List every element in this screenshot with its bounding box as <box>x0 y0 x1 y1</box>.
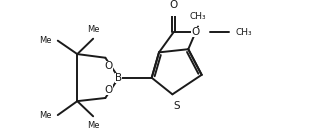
Text: O: O <box>191 27 200 37</box>
Text: Me: Me <box>39 110 52 120</box>
Text: Me: Me <box>87 25 100 34</box>
Text: S: S <box>174 101 180 111</box>
Text: B: B <box>115 73 122 83</box>
Text: O: O <box>169 0 178 10</box>
Text: O: O <box>105 61 113 71</box>
Text: Me: Me <box>39 36 52 45</box>
Text: CH₃: CH₃ <box>235 28 252 37</box>
Text: O: O <box>105 85 113 95</box>
Text: CH₃: CH₃ <box>190 12 206 21</box>
Text: Me: Me <box>87 121 100 130</box>
